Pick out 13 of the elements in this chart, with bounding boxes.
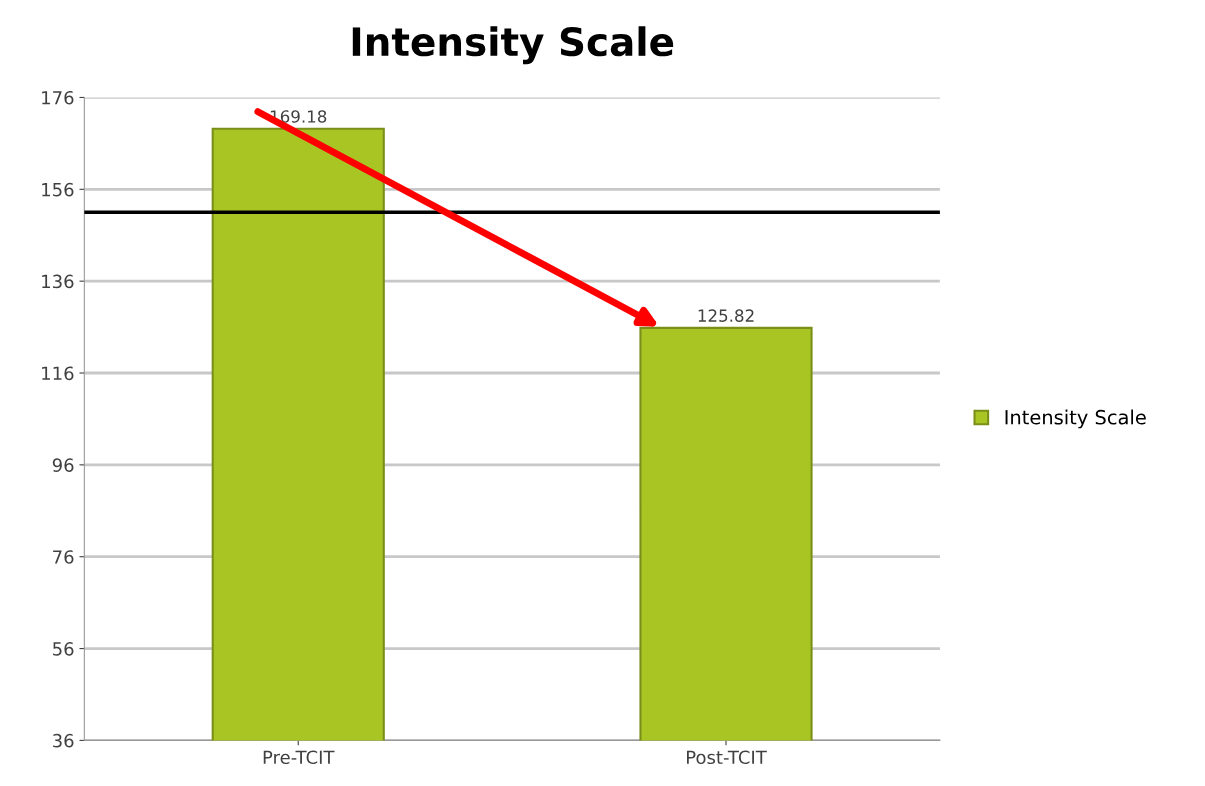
x-tick-label: Pre-TCIT: [263, 750, 335, 765]
x-tick-label: Post-TCIT: [687, 750, 767, 765]
data-label: 125.82: [698, 309, 754, 322]
y-tick-label: 96: [52, 458, 74, 472]
y-tick-label: 36: [53, 733, 74, 748]
y-tick-label: 76: [53, 550, 74, 564]
y-tick-label: 136: [42, 274, 74, 289]
y-tick-label: 56: [53, 642, 74, 656]
chart-title: Intensity Scale: [352, 26, 674, 65]
legend-label: Intensity Scale: [1005, 409, 1146, 429]
y-tick-label: 176: [42, 90, 74, 105]
y-tick-label: 116: [42, 366, 74, 381]
y-tick-label: 156: [42, 182, 74, 197]
